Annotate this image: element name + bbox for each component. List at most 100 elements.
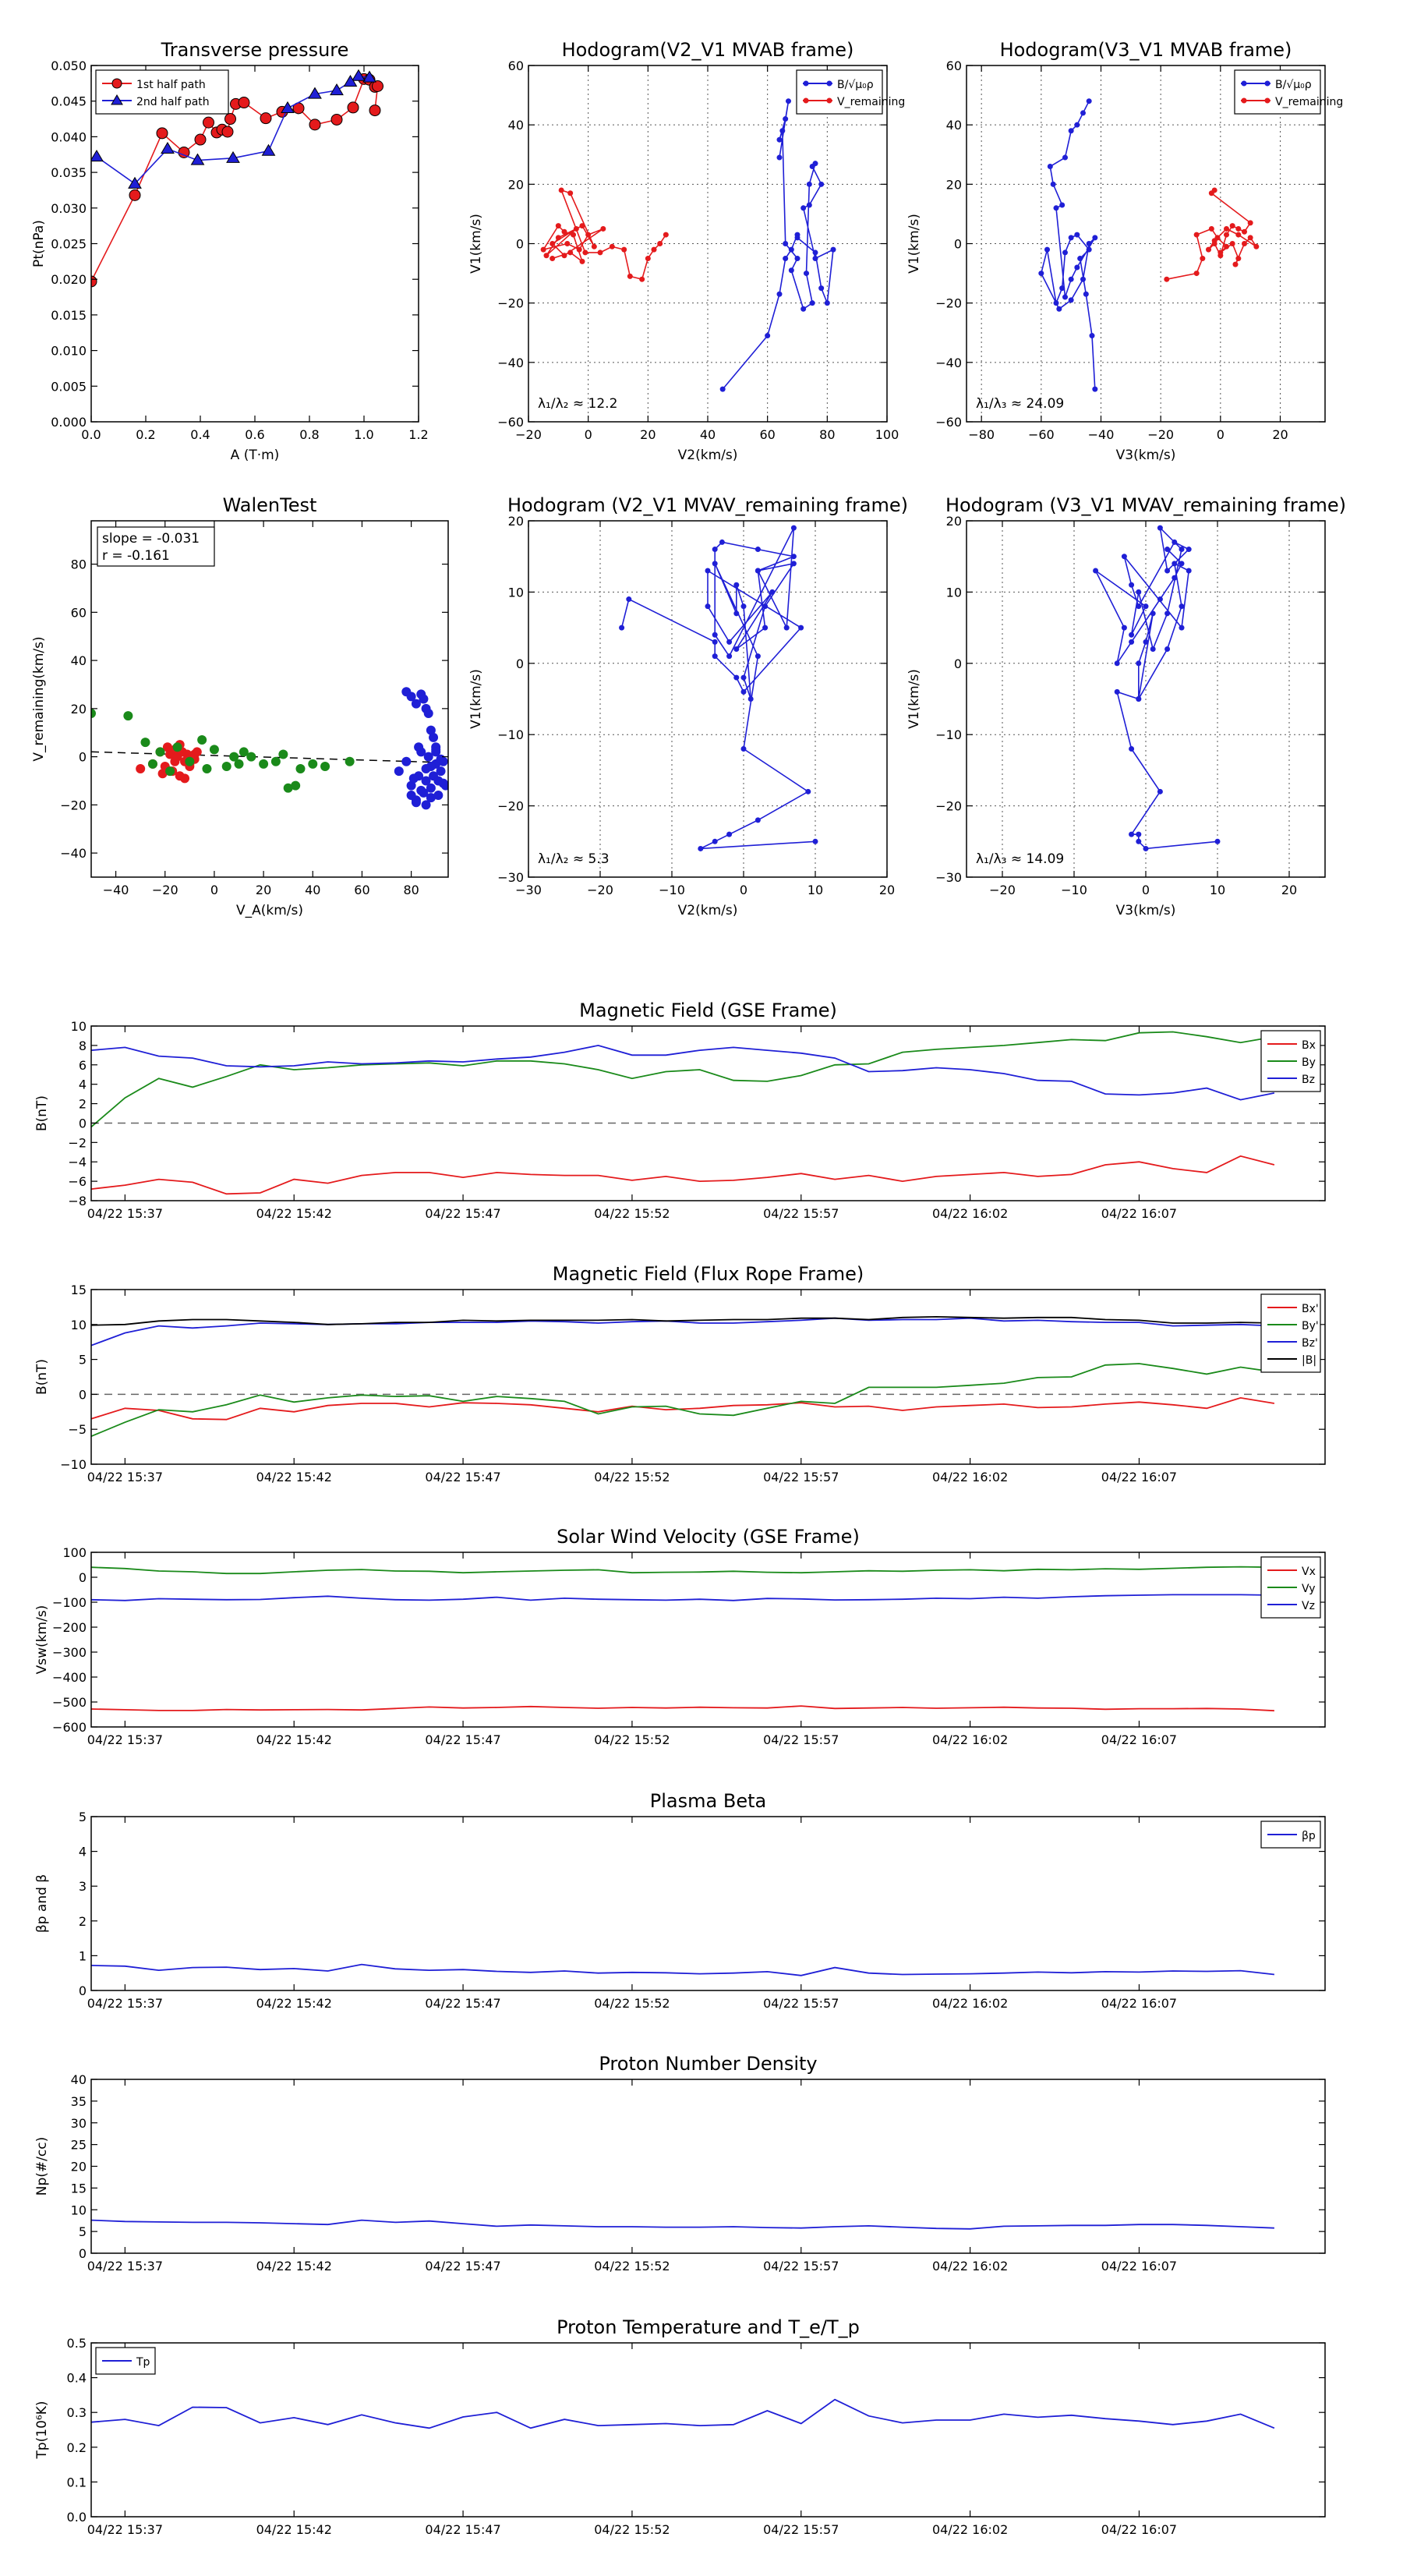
data-point: [433, 791, 444, 801]
x-tick-label: −20: [587, 883, 613, 897]
data-point: [1086, 98, 1092, 104]
legend-label: Vz: [1302, 1600, 1315, 1612]
data-point: [162, 742, 172, 752]
data-point: [619, 625, 625, 631]
data-point: [585, 232, 592, 238]
data-point: [1136, 696, 1142, 702]
data-point: [1086, 246, 1092, 253]
x-tick-label: 04/22 15:37: [87, 1732, 163, 1747]
x-tick-label: 04/22 15:57: [763, 2522, 839, 2537]
series-line-V_remaining: [542, 189, 666, 281]
data-point: [180, 773, 190, 784]
data-point: [352, 69, 366, 81]
y-tick-label: 4: [79, 1077, 87, 1092]
series-line-Vy: [91, 1566, 1274, 1575]
y-tick-label: 0.050: [51, 58, 87, 73]
data-point: [719, 539, 725, 545]
y-tick-label: 5: [79, 1810, 87, 1824]
data-point: [806, 181, 812, 187]
x-tick-label: 0: [210, 883, 218, 897]
x-tick-label: 04/22 15:47: [425, 2522, 500, 2537]
data-point: [155, 747, 165, 757]
data-point: [783, 241, 789, 246]
data-point: [783, 256, 789, 262]
chart-tp: 0.0 0.2 0.4 0.6 0.8 1.0 1.2 0.000 0.005 0.010 0.01…: [31, 39, 429, 463]
x-tick-label: 20: [1272, 427, 1288, 442]
y-axis-label: Np(#/cc): [34, 2137, 50, 2196]
y-tick-label: 15: [71, 1283, 87, 1297]
y-tick-label: 0.025: [51, 237, 87, 252]
y-tick-label: 10: [71, 2203, 87, 2217]
data-point: [1157, 596, 1163, 603]
data-point: [1179, 547, 1185, 553]
data-point: [798, 625, 804, 631]
legend-label: V_remaining: [1275, 96, 1343, 108]
data-point: [788, 267, 794, 274]
y-tick-label: 60: [71, 605, 87, 620]
data-point: [421, 800, 431, 810]
data-point: [1229, 223, 1235, 229]
x-tick-label: 04/22 16:02: [932, 1206, 1008, 1221]
y-tick-label: 0.010: [51, 344, 87, 359]
legend-label: Bx: [1302, 1039, 1316, 1052]
y-tick-label: −20: [60, 798, 87, 812]
y-tick-label: 0.0: [67, 2510, 87, 2525]
data-point: [755, 568, 761, 574]
plot-area: [91, 1031, 1275, 1195]
x-tick-label: 04/22 15:42: [256, 2522, 332, 2537]
data-point: [309, 119, 321, 131]
chart-mag_fr: 04/22 15:37 04/22 15:42 04/22 15:47 04/22 1…: [34, 1263, 1326, 1484]
data-point: [147, 759, 157, 769]
plot-area: [91, 2398, 1275, 2429]
data-point: [1164, 610, 1171, 617]
data-point: [406, 692, 416, 702]
data-point: [1121, 625, 1127, 631]
y-tick-label: 0.005: [51, 379, 87, 394]
x-axis-label: V3(km/s): [1116, 903, 1176, 918]
data-point: [783, 625, 790, 631]
data-point: [1150, 646, 1156, 653]
legend-marker: [803, 80, 809, 87]
data-point: [1211, 241, 1217, 246]
data-point: [755, 653, 761, 660]
y-tick-label: 10: [71, 1318, 87, 1332]
data-point: [91, 150, 104, 162]
data-point: [726, 639, 733, 645]
y-tick-label: 0.030: [51, 201, 87, 216]
stats-text: slope = -0.031: [102, 531, 200, 547]
data-point: [582, 249, 588, 256]
data-point: [1247, 220, 1253, 226]
data-point: [540, 246, 546, 253]
y-tick-label: −40: [935, 356, 962, 370]
y-tick-label: −20: [935, 799, 962, 814]
data-point: [762, 625, 769, 631]
x-tick-label: 60: [759, 427, 775, 442]
data-point: [818, 181, 825, 187]
chart-walen: −40 −20 0 20 40 60 80 −40 −20 0 20 40 60 80 WalenTest V…: [31, 494, 449, 918]
axes-frame: [90, 1289, 1326, 1465]
data-point: [1172, 561, 1178, 567]
x-tick-label: 0.0: [81, 427, 101, 442]
plot-area: [540, 98, 836, 392]
data-point: [1136, 831, 1142, 837]
data-point: [426, 793, 436, 803]
data-point: [712, 632, 718, 638]
series-line-B/√μ₀ρ: [722, 101, 834, 390]
data-point: [783, 116, 789, 122]
eigen-ratio-label: λ₁/λ₂ ≈ 5.3: [538, 851, 610, 867]
data-point: [308, 87, 322, 99]
data-point: [762, 603, 769, 610]
data-point: [564, 241, 571, 246]
data-point: [238, 97, 250, 109]
data-point: [830, 246, 836, 253]
data-point: [812, 161, 818, 167]
y-tick-label: −20: [497, 799, 524, 814]
data-point: [1053, 205, 1059, 211]
data-point: [1068, 128, 1074, 134]
y-tick-label: 40: [946, 118, 962, 133]
y-tick-label: −5: [68, 1422, 87, 1437]
series-line-|B|: [91, 1315, 1274, 1326]
y-tick-label: −10: [60, 1457, 87, 1472]
y-tick-label: 80: [71, 557, 87, 572]
